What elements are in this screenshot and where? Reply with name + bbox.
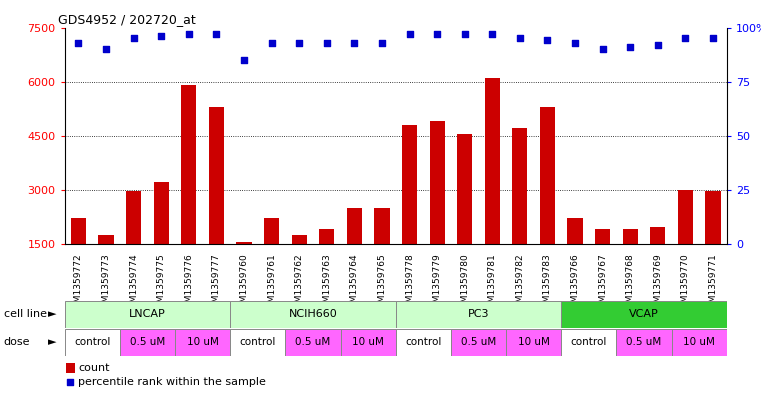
Bar [705, 191, 721, 244]
Text: cell line: cell line [4, 309, 47, 320]
Text: GDS4952 / 202720_at: GDS4952 / 202720_at [58, 13, 196, 26]
Point [541, 37, 553, 44]
Point [569, 39, 581, 46]
Point [459, 31, 471, 37]
Point [624, 44, 636, 50]
Bar [126, 191, 142, 244]
Text: ►: ► [47, 337, 56, 347]
Bar [429, 121, 444, 244]
Bar [319, 229, 334, 244]
Bar [622, 229, 638, 244]
Point [514, 35, 526, 41]
Text: control: control [571, 337, 607, 347]
Point [293, 39, 305, 46]
Text: 0.5 uM: 0.5 uM [626, 337, 661, 347]
Bar [65, 301, 230, 328]
Bar [650, 228, 665, 244]
Bar [98, 235, 113, 244]
Bar [540, 107, 555, 244]
Bar [175, 329, 230, 356]
Bar [374, 208, 390, 244]
Bar [209, 107, 224, 244]
Bar [595, 229, 610, 244]
Bar [285, 329, 341, 356]
Bar [347, 208, 362, 244]
Bar [154, 182, 169, 244]
Bar [341, 329, 396, 356]
Bar [230, 329, 285, 356]
Point [376, 39, 388, 46]
Point [238, 57, 250, 63]
Bar [457, 134, 473, 244]
Text: ►: ► [47, 309, 56, 320]
Bar [181, 85, 196, 244]
Bar [616, 329, 671, 356]
Text: PC3: PC3 [468, 309, 489, 320]
Bar [506, 329, 561, 356]
Point [72, 39, 84, 46]
Point [431, 31, 443, 37]
Bar [671, 329, 727, 356]
Text: NCIH660: NCIH660 [288, 309, 337, 320]
Bar [65, 329, 119, 356]
Text: count: count [78, 363, 110, 373]
Text: 10 uM: 10 uM [186, 337, 218, 347]
Bar [120, 329, 175, 356]
Point [651, 42, 664, 48]
Text: VCAP: VCAP [629, 309, 659, 320]
Text: 10 uM: 10 uM [683, 337, 715, 347]
Point [64, 378, 76, 385]
Text: control: control [74, 337, 110, 347]
Point [210, 31, 222, 37]
Text: 10 uM: 10 uM [517, 337, 549, 347]
Bar [66, 362, 75, 373]
Point [597, 46, 609, 52]
Text: 0.5 uM: 0.5 uM [295, 337, 330, 347]
Point [403, 31, 416, 37]
Point [100, 46, 112, 52]
Bar [396, 329, 451, 356]
Bar [451, 329, 506, 356]
Point [266, 39, 278, 46]
Point [320, 39, 333, 46]
Text: LNCAP: LNCAP [129, 309, 166, 320]
Text: control: control [405, 337, 441, 347]
Point [128, 35, 140, 41]
Bar [396, 301, 561, 328]
Text: 0.5 uM: 0.5 uM [130, 337, 165, 347]
Text: 10 uM: 10 uM [352, 337, 384, 347]
Point [486, 31, 498, 37]
Bar [561, 301, 727, 328]
Bar [237, 242, 252, 244]
Text: 0.5 uM: 0.5 uM [461, 337, 496, 347]
Bar [561, 329, 616, 356]
Point [155, 33, 167, 39]
Point [349, 39, 361, 46]
Bar [512, 129, 527, 244]
Bar [568, 219, 583, 244]
Bar [485, 78, 500, 244]
Text: dose: dose [4, 337, 30, 347]
Point [680, 35, 692, 41]
Text: percentile rank within the sample: percentile rank within the sample [78, 377, 266, 387]
Point [183, 31, 195, 37]
Bar [230, 301, 396, 328]
Point [707, 35, 719, 41]
Bar [678, 189, 693, 244]
Bar [264, 219, 279, 244]
Bar [402, 125, 417, 244]
Text: control: control [240, 337, 276, 347]
Bar [71, 219, 86, 244]
Bar [291, 235, 307, 244]
